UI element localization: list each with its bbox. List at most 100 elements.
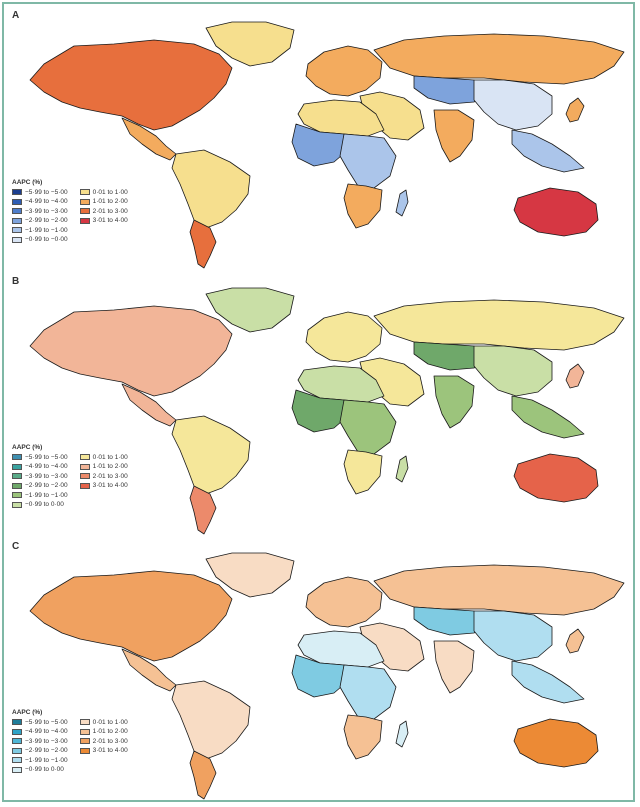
region-china	[473, 345, 553, 397]
legend-label: −2·99 to −2·00	[25, 217, 68, 224]
legend-swatch	[79, 454, 90, 460]
legend-column-positive: 0·01 to 1·00 1·01 to 2·00 2·01 to 3·00 3·01…	[79, 453, 128, 509]
region-central-asia	[413, 341, 489, 371]
legend-column-positive: 0·01 to 1·00 1·01 to 2·00 2·01 to 3·00 3·01…	[79, 188, 128, 244]
region-africa-south	[343, 714, 383, 760]
region-greenland	[205, 21, 295, 67]
legend-item: 1·01 to 2·00	[79, 198, 128, 206]
legend-swatch	[12, 501, 22, 508]
legend-swatch	[12, 208, 22, 214]
legend-item: 0·01 to 1·00	[79, 718, 128, 726]
region-africa-west	[291, 654, 349, 698]
map-panel-a: A AAPC (%) −5·99 to −5·00 −4·99 to −4·00 −3·…	[4, 6, 633, 271]
legend-swatch	[12, 757, 22, 763]
region-madagascar	[395, 455, 409, 483]
legend-item: −3·99 to −3·00	[12, 207, 68, 215]
legend-label: −1·99 to −1·00	[25, 226, 68, 234]
region-india	[433, 375, 475, 429]
legend-item: −0·99 to −0·00	[12, 236, 68, 244]
legend-item: −2·99 to −2·00	[12, 482, 68, 490]
region-se-asia	[511, 660, 585, 704]
region-central-america	[121, 648, 177, 692]
legend-column-negative: −5·99 to −5·00 −4·99 to −4·00 −3·99 to −3·…	[12, 188, 68, 244]
region-africa-west	[291, 389, 349, 433]
legend-item: 2·01 to 3·00	[79, 472, 128, 480]
region-china	[473, 610, 553, 662]
legend-swatch	[12, 189, 22, 195]
legend-column-negative: −5·99 to −5·00 −4·99 to −4·00 −3·99 to −3·…	[12, 718, 68, 774]
legend-label: −3·99 to −3·00	[25, 207, 68, 215]
legend-item: 3·01 to 4·00	[79, 217, 128, 225]
region-south-america-north	[171, 680, 251, 760]
legend-label: −0·99 to 0·00	[25, 766, 64, 773]
legend-swatch	[12, 738, 22, 744]
region-russia	[373, 33, 625, 85]
legend-swatch	[79, 473, 90, 479]
region-south-america-north	[171, 149, 251, 229]
legend-label: 1·01 to 2·00	[92, 198, 128, 205]
legend-column-negative: −5·99 to −5·00 −4·99 to −4·00 −3·99 to −3·…	[12, 453, 68, 509]
region-north-america	[29, 570, 233, 662]
legend-item: 0·01 to 1·00	[79, 453, 128, 461]
region-south-america-south	[189, 219, 217, 269]
panel-label: B	[12, 276, 20, 287]
legend-item: −1·99 to −1·00	[12, 491, 68, 499]
legend-item: −4·99 to −4·00	[12, 728, 68, 736]
region-north-america	[29, 305, 233, 397]
legend-label: −4·99 to −4·00	[25, 198, 68, 205]
legend-swatch	[79, 189, 90, 195]
legend-label: 2·01 to 3·00	[92, 472, 128, 480]
legend-label: 0·01 to 1·00	[92, 188, 128, 196]
legend-swatch	[12, 719, 22, 725]
legend-item: −0·99 to 0·00	[12, 501, 68, 509]
legend-label: 0·01 to 1·00	[92, 718, 128, 726]
map-panel-b: B AAPC (%) −5·99 to −5·00 −4·99 to −4·00 −3·…	[4, 272, 633, 537]
legend-swatch	[12, 217, 22, 224]
region-central-asia	[413, 606, 489, 636]
legend-item: 2·01 to 3·00	[79, 207, 128, 215]
region-madagascar	[395, 189, 409, 217]
legend-item: −5·99 to −5·00	[12, 718, 68, 726]
map-panel-c: C AAPC (%) −5·99 to −5·00 −4·99 to −4·00 −3·…	[4, 537, 633, 802]
region-africa-west	[291, 123, 349, 167]
region-south-america-south	[189, 750, 217, 800]
region-south-america-south	[189, 485, 217, 535]
world-map	[29, 21, 625, 269]
legend-swatch	[79, 208, 90, 214]
region-japan	[565, 628, 585, 654]
world-map	[29, 552, 625, 800]
region-china	[473, 79, 553, 131]
world-map	[29, 287, 625, 535]
legend: AAPC (%) −5·99 to −5·00 −4·99 to −4·00 −3·9…	[12, 709, 128, 774]
legend-item: −4·99 to −4·00	[12, 463, 68, 471]
legend-title: AAPC (%)	[12, 179, 43, 186]
legend-label: −4·99 to −4·00	[25, 463, 68, 470]
region-africa-central	[339, 133, 397, 189]
legend-swatch	[12, 728, 22, 735]
region-australia	[513, 718, 599, 768]
legend-label: 3·01 to 4·00	[92, 217, 128, 224]
region-se-asia	[511, 395, 585, 439]
region-greenland	[205, 287, 295, 333]
legend-title: AAPC (%)	[12, 444, 43, 451]
region-central-asia	[413, 75, 489, 105]
legend-swatch	[12, 766, 22, 773]
legend-swatch	[12, 463, 22, 470]
legend-swatch	[12, 236, 22, 243]
legend-item: −3·99 to −3·00	[12, 472, 68, 480]
legend-item: 3·01 to 4·00	[79, 747, 128, 755]
legend-swatch	[79, 198, 90, 205]
legend-swatch	[79, 747, 90, 754]
region-madagascar	[395, 720, 409, 748]
legend-swatch	[12, 198, 22, 205]
panel-label: A	[12, 10, 20, 21]
region-central-america	[121, 117, 177, 161]
legend-label: 1·01 to 2·00	[92, 463, 128, 470]
legend-item: −2·99 to −2·00	[12, 217, 68, 225]
legend-label: −1·99 to −1·00	[25, 756, 68, 764]
legend-swatch	[79, 719, 90, 725]
legend-title: AAPC (%)	[12, 709, 43, 716]
legend-label: 2·01 to 3·00	[92, 737, 128, 745]
region-greenland	[205, 552, 295, 598]
region-russia	[373, 564, 625, 616]
